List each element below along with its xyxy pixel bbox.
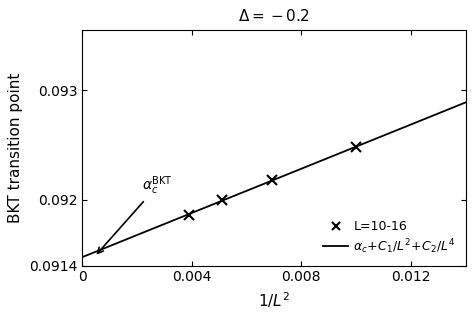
Text: $\alpha_c^{\mathrm{BKT}}$: $\alpha_c^{\mathrm{BKT}}$ [98, 174, 173, 253]
X-axis label: $1/L^2$: $1/L^2$ [258, 290, 290, 310]
Y-axis label: BKT transition point: BKT transition point [9, 73, 23, 223]
Legend: L=10-16, $\alpha_c\!+\!C_1/L^2\!+\!C_2/L^4$: L=10-16, $\alpha_c\!+\!C_1/L^2\!+\!C_2/L… [319, 216, 459, 259]
Title: $\Delta = -0.2$: $\Delta = -0.2$ [238, 8, 310, 24]
